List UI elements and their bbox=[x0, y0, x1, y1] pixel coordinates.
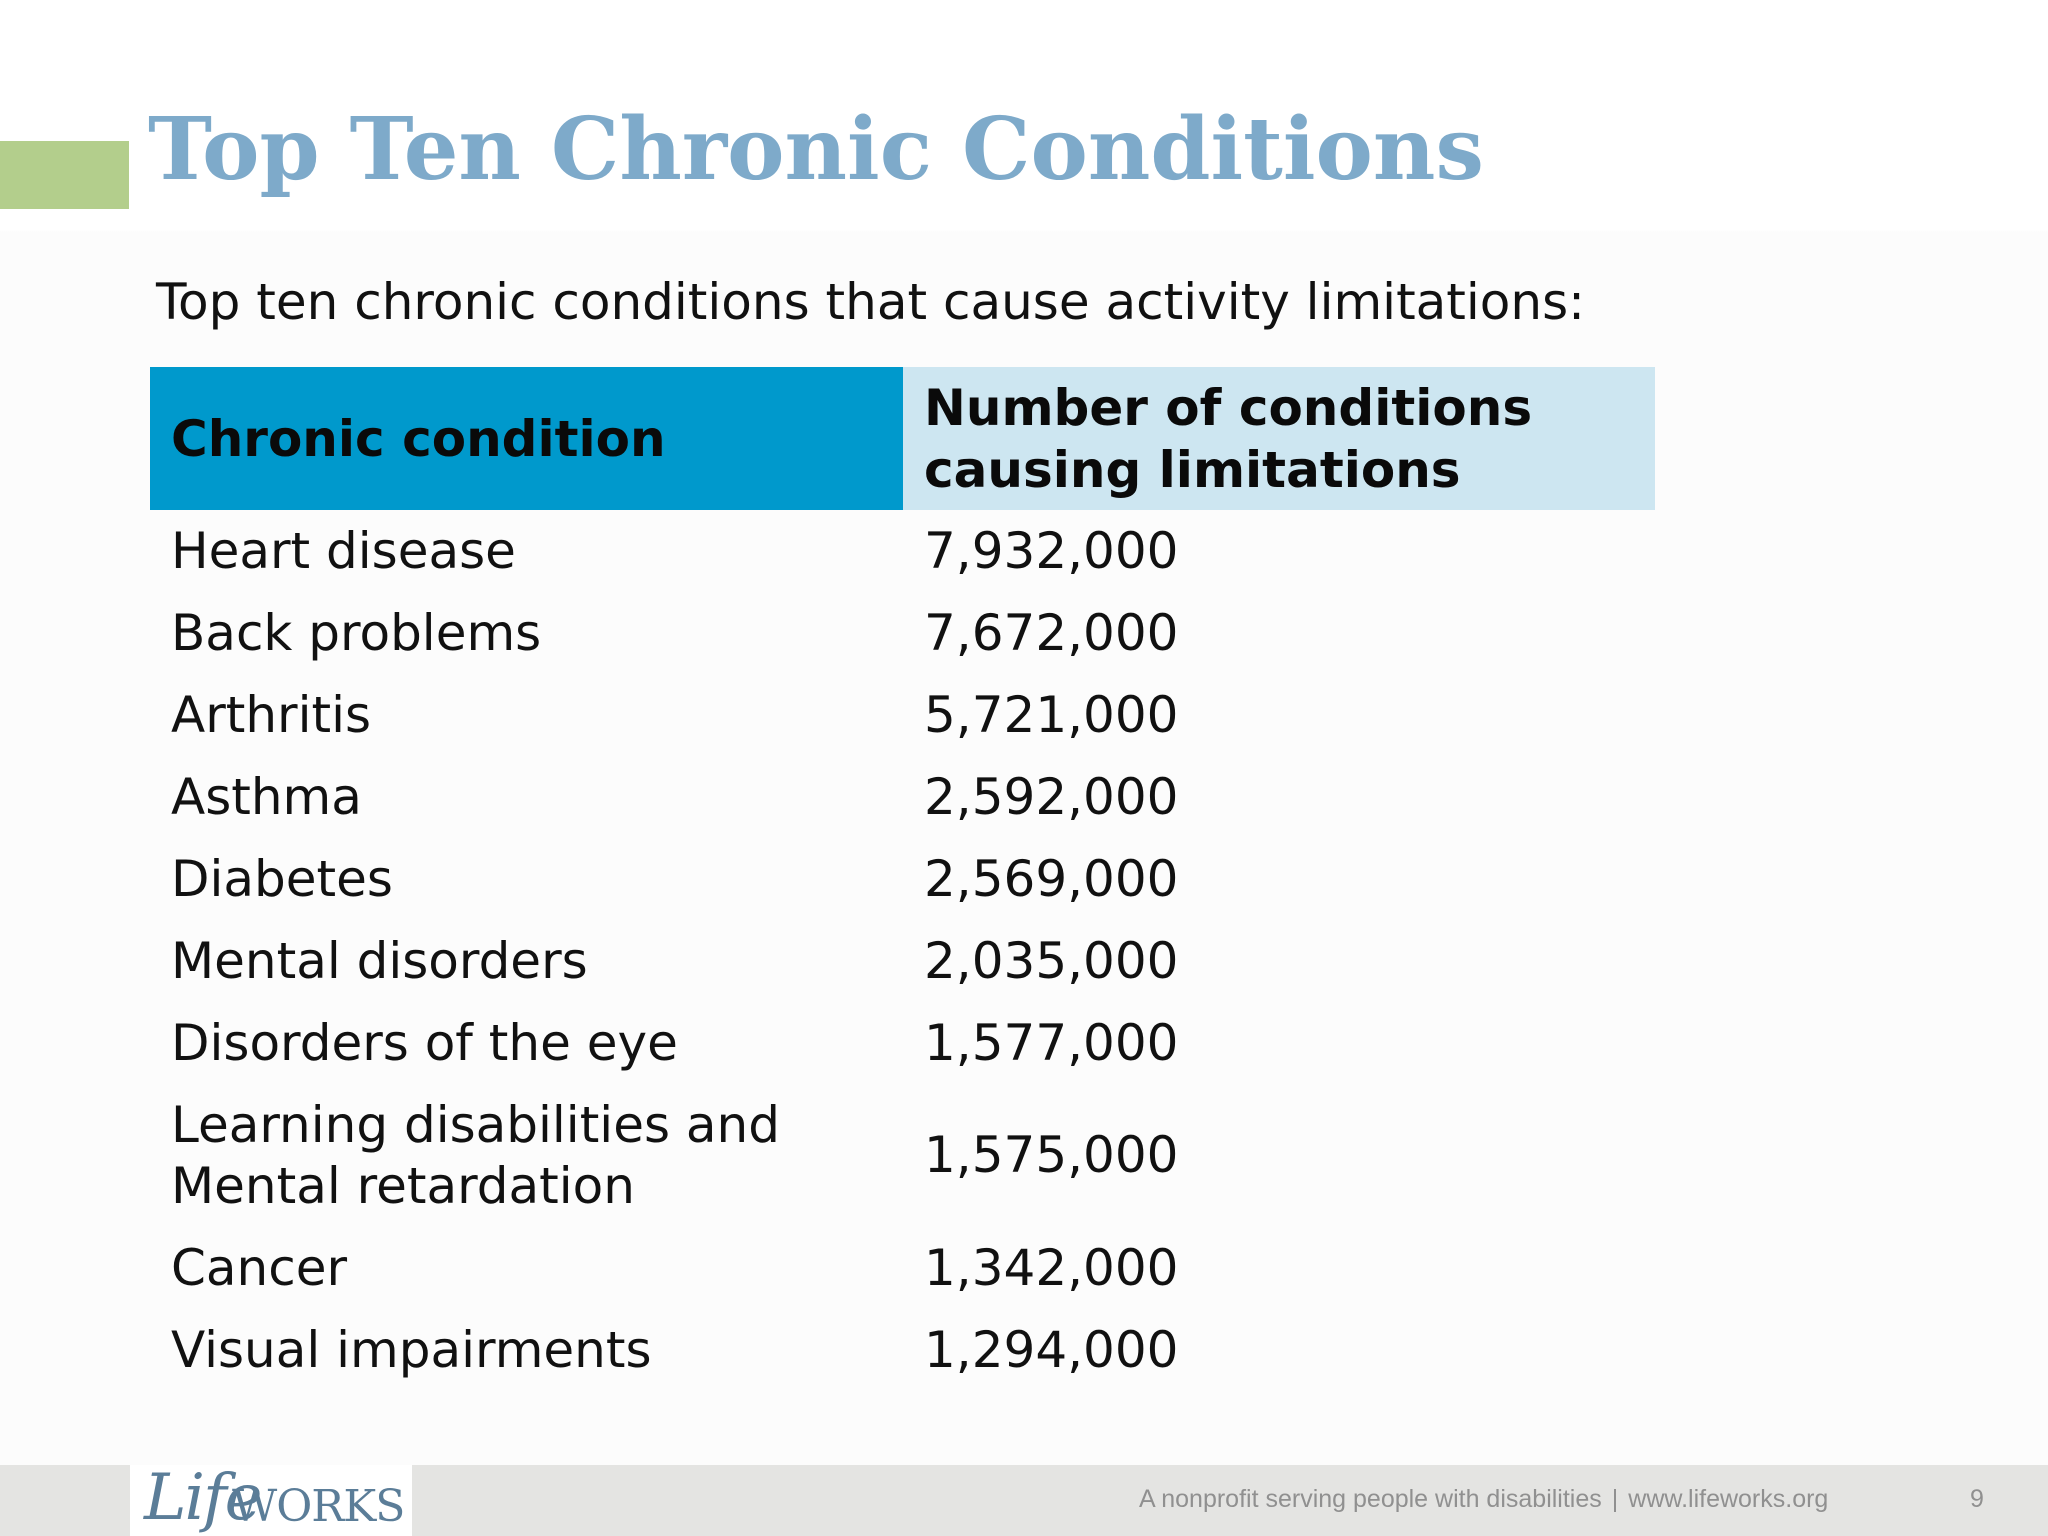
table-row: Disorders of the eye 1,577,000 bbox=[150, 1002, 1655, 1084]
condition-cell: Back problems bbox=[171, 603, 542, 662]
table-row: Diabetes 2,569,000 bbox=[150, 838, 1655, 920]
count-cell: 1,294,000 bbox=[924, 1320, 1179, 1379]
condition-cell: Arthritis bbox=[171, 685, 372, 744]
count-cell: 2,035,000 bbox=[924, 931, 1179, 990]
slide-title: Top Ten Chronic Conditions bbox=[148, 99, 1484, 200]
logo-life-text: Life bbox=[144, 1461, 263, 1535]
slide-footer: Life WORKS A nonprofit serving people wi… bbox=[0, 1461, 2048, 1536]
table-row: Arthritis 5,721,000 bbox=[150, 674, 1655, 756]
count-cell: 5,721,000 bbox=[924, 685, 1179, 744]
website-link[interactable]: www.lifeworks.org bbox=[1628, 1485, 1829, 1513]
title-accent-bar bbox=[0, 141, 129, 209]
table-row: Cancer 1,342,000 bbox=[150, 1227, 1655, 1309]
count-cell: 7,672,000 bbox=[924, 603, 1179, 662]
header-number-of-conditions: Number of conditions causing limitations bbox=[903, 367, 1655, 510]
logo-works-text: WORKS bbox=[232, 1481, 405, 1532]
table-row: Visual impairments 1,294,000 bbox=[150, 1309, 1655, 1391]
page-number: 9 bbox=[1970, 1485, 1984, 1513]
count-cell: 1,577,000 bbox=[924, 1013, 1179, 1072]
condition-cell: Learning disabilities and Mental retarda… bbox=[171, 1095, 780, 1215]
count-cell: 2,569,000 bbox=[924, 849, 1179, 908]
table-row: Mental disorders 2,035,000 bbox=[150, 920, 1655, 1002]
condition-cell: Cancer bbox=[171, 1238, 348, 1297]
condition-cell: Heart disease bbox=[171, 521, 516, 580]
lifeworks-logo: Life WORKS bbox=[130, 1461, 412, 1536]
condition-cell: Diabetes bbox=[171, 849, 393, 908]
table-row: Heart disease 7,932,000 bbox=[150, 510, 1655, 592]
header-chronic-condition: Chronic condition bbox=[150, 367, 903, 510]
condition-cell: Visual impairments bbox=[171, 1320, 652, 1379]
count-cell: 2,592,000 bbox=[924, 767, 1179, 826]
count-cell: 1,575,000 bbox=[924, 1126, 1179, 1184]
chronic-conditions-table: Chronic condition Number of conditions c… bbox=[150, 367, 1655, 1391]
table-row: Learning disabilities and Mental retarda… bbox=[150, 1084, 1655, 1227]
condition-cell: Mental disorders bbox=[171, 931, 588, 990]
footer-tagline: A nonprofit serving people with disabili… bbox=[1139, 1485, 1828, 1514]
count-cell: 7,932,000 bbox=[924, 521, 1179, 580]
count-cell: 1,342,000 bbox=[924, 1238, 1179, 1297]
table-header-row: Chronic condition Number of conditions c… bbox=[150, 367, 1655, 510]
tagline-separator: | bbox=[1611, 1485, 1619, 1513]
condition-cell: Disorders of the eye bbox=[171, 1013, 678, 1072]
table-row: Asthma 2,592,000 bbox=[150, 756, 1655, 838]
condition-cell: Asthma bbox=[171, 767, 362, 826]
tagline-text: A nonprofit serving people with disabili… bbox=[1139, 1485, 1602, 1513]
table-row: Back problems 7,672,000 bbox=[150, 592, 1655, 674]
slide-subtitle: Top ten chronic conditions that cause ac… bbox=[156, 273, 1585, 331]
